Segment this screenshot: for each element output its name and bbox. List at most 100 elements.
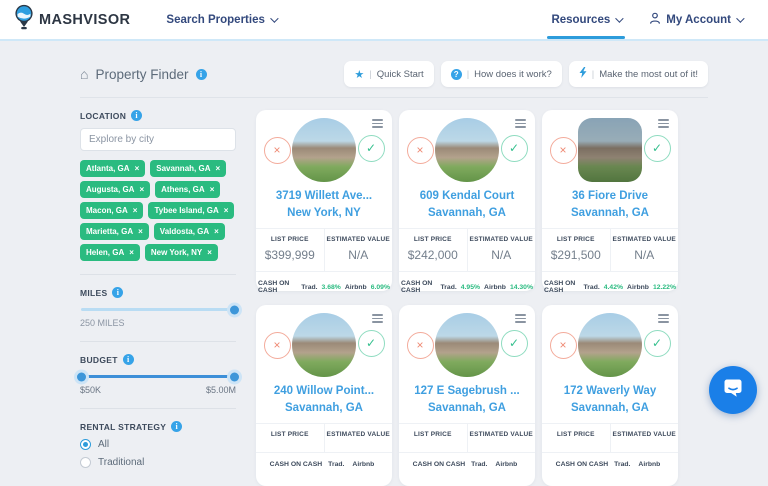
miles-label: MILES: [80, 287, 108, 298]
remove-tag-icon[interactable]: ×: [214, 227, 219, 236]
estimated-value-label: ESTIMATED VALUE: [469, 431, 533, 438]
city-tag[interactable]: New York, NY ×: [144, 244, 218, 261]
chevron-down-icon: [615, 13, 624, 23]
budget-max-handle[interactable]: [230, 372, 239, 381]
card-menu-icon[interactable]: [372, 314, 383, 325]
accept-property-button[interactable]: ✓: [357, 134, 385, 162]
rental-strategy-label: RENTAL STRATEGY: [80, 421, 167, 432]
city-tag[interactable]: Augusta, GA ×: [80, 181, 151, 198]
remove-tag-icon[interactable]: ×: [207, 248, 212, 257]
rental-strategy-option-all[interactable]: All: [80, 439, 236, 450]
location-label: LOCATION: [80, 110, 127, 121]
card-menu-icon[interactable]: [515, 314, 526, 325]
remove-tag-icon[interactable]: ×: [215, 164, 221, 173]
info-icon[interactable]: i: [131, 110, 143, 121]
remove-tag-icon[interactable]: ×: [134, 164, 140, 173]
city-tags: Atlanta, GA × Savannah, GA × Augusta, GA × Ath…: [80, 160, 236, 261]
property-card: × ✓ 36 Fiore Drive Savannah, GA LIST PRI…: [542, 110, 678, 294]
city-tag[interactable]: Tybee Island, GA ×: [148, 202, 235, 219]
info-icon[interactable]: i: [122, 354, 134, 365]
remove-tag-icon[interactable]: ×: [132, 206, 138, 215]
info-icon[interactable]: i: [171, 421, 183, 432]
card-menu-icon[interactable]: [658, 314, 669, 325]
city-tag[interactable]: Marietta, GA ×: [80, 223, 149, 240]
mashvisor-logo[interactable]: MASHVISOR: [14, 4, 130, 35]
airbnb-label: Airbnb: [352, 461, 375, 468]
property-photo[interactable]: [578, 118, 642, 182]
resources-menu[interactable]: Resources: [547, 0, 626, 39]
card-menu-icon[interactable]: [515, 119, 526, 130]
search-properties-menu[interactable]: Search Properties: [166, 0, 279, 39]
my-account-label: My Account: [666, 13, 731, 26]
info-icon[interactable]: i: [195, 68, 207, 80]
page-title: Property Finder: [95, 66, 189, 82]
reject-property-button[interactable]: ×: [406, 331, 434, 359]
property-address-link[interactable]: 172 Waverly Way Savannah, GA: [542, 383, 678, 417]
resources-label: Resources: [551, 13, 611, 26]
airbnb-label: Airbnb: [495, 461, 518, 468]
city-tag[interactable]: Macon, GA ×: [80, 202, 144, 219]
property-address-link[interactable]: 3719 Willett Ave... New York, NY: [256, 188, 392, 222]
city-search-input[interactable]: [80, 128, 236, 151]
city-tag[interactable]: Savannah, GA ×: [150, 160, 227, 177]
budget-slider[interactable]: [77, 372, 239, 381]
search-properties-label: Search Properties: [166, 13, 265, 26]
top-navbar: MASHVISOR Search Properties Resources My…: [0, 0, 768, 41]
info-icon[interactable]: i: [112, 287, 124, 298]
reject-property-button[interactable]: ×: [406, 136, 434, 164]
miles-slider-handle[interactable]: [230, 305, 239, 314]
budget-min-handle[interactable]: [77, 372, 86, 381]
reject-property-button[interactable]: ×: [549, 331, 577, 359]
property-card: × ✓ 172 Waverly Way Savannah, GA LIST PR…: [542, 305, 678, 486]
card-menu-icon[interactable]: [372, 119, 383, 130]
my-account-menu[interactable]: My Account: [649, 0, 745, 39]
how-does-it-work-button[interactable]: ? | How does it work?: [440, 61, 562, 87]
city-tag-label: Savannah, GA: [156, 164, 211, 173]
accept-property-button[interactable]: ✓: [500, 329, 528, 357]
accept-property-button[interactable]: ✓: [643, 134, 671, 162]
accept-property-button[interactable]: ✓: [643, 329, 671, 357]
reject-property-button[interactable]: ×: [263, 331, 291, 359]
make-most-button[interactable]: | Make the most out of it!: [568, 61, 708, 87]
reject-property-button[interactable]: ×: [263, 136, 291, 164]
accept-property-button[interactable]: ✓: [357, 329, 385, 357]
city-tag-label: Helen, GA: [86, 248, 125, 257]
property-photo[interactable]: [435, 313, 499, 377]
city-tag[interactable]: Helen, GA ×: [80, 244, 140, 261]
cash-on-cash-label: CASH ON CASH: [555, 461, 609, 468]
trad-label: Trad.: [614, 461, 631, 468]
city-tag[interactable]: Valdosta, GA ×: [153, 223, 225, 240]
accept-property-button[interactable]: ✓: [500, 134, 528, 162]
remove-tag-icon[interactable]: ×: [139, 185, 145, 194]
remove-tag-icon[interactable]: ×: [129, 248, 134, 257]
quick-start-button[interactable]: ★ | Quick Start: [344, 61, 434, 87]
remove-tag-icon[interactable]: ×: [209, 185, 215, 194]
estimated-value-label: ESTIMATED VALUE: [612, 236, 676, 243]
property-address-link[interactable]: 609 Kendal Court Savannah, GA: [399, 188, 535, 222]
property-city: New York, NY: [287, 206, 361, 219]
property-photo[interactable]: [292, 118, 356, 182]
property-address-link[interactable]: 240 Willow Point... Savannah, GA: [256, 383, 392, 417]
remove-tag-icon[interactable]: ×: [223, 206, 229, 215]
property-address-link[interactable]: 127 E Sagebrush ... Savannah, GA: [399, 383, 535, 417]
reject-property-button[interactable]: ×: [549, 136, 577, 164]
divider: [80, 408, 236, 409]
property-address-link[interactable]: 36 Fiore Drive Savannah, GA: [542, 188, 678, 222]
property-photo[interactable]: [435, 118, 499, 182]
mashvisor-pin-icon: [14, 4, 34, 35]
miles-slider[interactable]: [81, 305, 239, 314]
card-menu-icon[interactable]: [658, 119, 669, 130]
property-photo[interactable]: [578, 313, 642, 377]
trad-label: Trad.: [328, 461, 345, 468]
city-tag[interactable]: Athens, GA ×: [155, 181, 221, 198]
city-tag[interactable]: Atlanta, GA ×: [80, 160, 146, 177]
rental-strategy-option-traditional[interactable]: Traditional: [80, 457, 236, 468]
list-price-label: LIST PRICE: [413, 236, 452, 243]
remove-tag-icon[interactable]: ×: [138, 227, 143, 236]
cash-on-cash-label: CASH ON CASH: [258, 280, 290, 294]
radio-icon: [80, 439, 91, 450]
lightning-icon: [579, 67, 587, 81]
airbnb-label: Airbnb: [344, 283, 367, 291]
property-photo[interactable]: [292, 313, 356, 377]
chat-launcher-button[interactable]: [709, 366, 757, 414]
